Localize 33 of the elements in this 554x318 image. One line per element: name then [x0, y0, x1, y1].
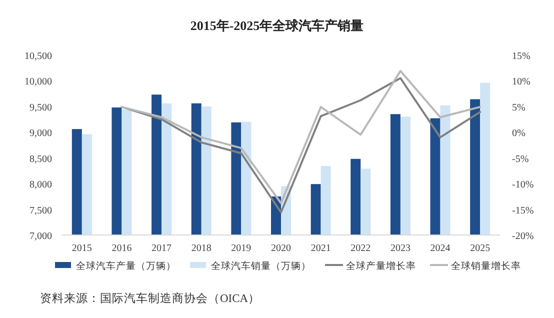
y-tick-label: 9,000 [30, 128, 52, 140]
legend-label: 全球销量增长率 [451, 260, 521, 272]
x-tick-label: 2022 [350, 243, 371, 254]
y2-tick-label: -10% [512, 180, 534, 191]
legend-label: 全球汽车产量（万辆） [76, 260, 176, 272]
x-tick-label: 2016 [112, 243, 132, 254]
y2-tick-label: -15% [512, 205, 534, 216]
x-tick-label: 2020 [271, 243, 291, 254]
x-tick-label: 2019 [231, 243, 252, 254]
legend-label: 全球汽车销量（万辆） [211, 260, 311, 272]
y-tick-label: 9,500 [30, 102, 52, 114]
x-tick-label: 2025 [470, 243, 490, 254]
y-tick-label: 8,000 [30, 180, 52, 191]
text: 资料来源：国际汽车制造商协会（OICA） [40, 291, 260, 305]
y-tick-label: 7,500 [30, 205, 52, 216]
x-tick-label: 2017 [152, 243, 172, 254]
y2-tick-label: -20% [512, 231, 534, 242]
y2-tick-label: 10% [512, 76, 530, 88]
y2-tick-label: 15% [512, 51, 530, 62]
y-tick-label: 10,500 [24, 51, 52, 62]
x-tick-label: 2018 [191, 243, 212, 254]
y-tick-label: 8,500 [30, 154, 52, 165]
x-tick-label: 2023 [390, 243, 410, 254]
y-tick-label: 10,000 [24, 76, 52, 88]
y2-tick-label: 0% [512, 128, 526, 140]
y2-tick-label: -5% [512, 154, 529, 165]
y-tick-label: 7,000 [30, 231, 52, 242]
x-tick-label: 2015 [72, 243, 92, 254]
chart-title: 2015年-2025年全球汽车产销量 [190, 18, 364, 33]
x-tick-label: 2024 [430, 243, 450, 254]
legend-label: 全球产量增长率 [346, 260, 416, 272]
y2-tick-label: 5% [512, 102, 526, 114]
x-tick-label: 2021 [310, 243, 331, 254]
